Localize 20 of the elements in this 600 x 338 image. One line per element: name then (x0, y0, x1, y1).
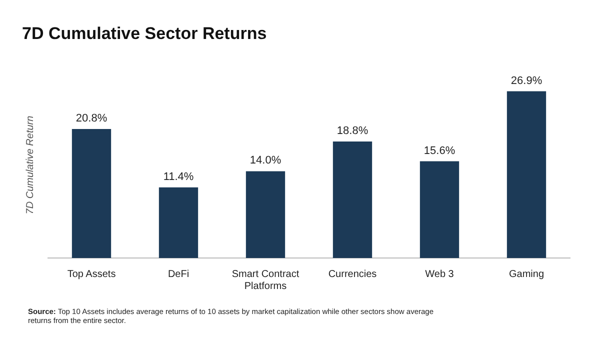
x-tick-label: Currencies (328, 268, 377, 280)
bar (332, 141, 372, 258)
data-label: 18.8% (336, 124, 368, 137)
data-label: 11.4% (163, 170, 194, 183)
y-axis-title: 7D Cumulative Return (24, 115, 36, 214)
x-tick-label: Gaming (508, 268, 544, 280)
bar (72, 129, 112, 258)
x-tick-label: Top Assets (67, 268, 116, 280)
bar (246, 171, 286, 258)
x-tick-label: DeFi (168, 268, 190, 280)
x-tick-label: Web 3 (425, 268, 454, 280)
bar (158, 187, 198, 258)
bar (506, 91, 546, 258)
data-label: 15.6% (424, 144, 456, 157)
data-label: 26.9% (510, 74, 542, 87)
data-label: 20.8% (76, 112, 108, 125)
data-label: 14.0% (250, 154, 282, 167)
x-tick-label: Smart Contract Platforms (232, 268, 300, 292)
chart-title: 7D Cumulative Sector Returns (22, 24, 267, 44)
bar (420, 161, 460, 258)
